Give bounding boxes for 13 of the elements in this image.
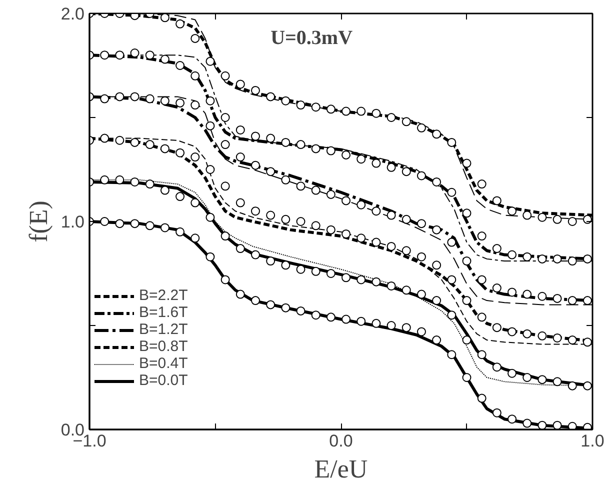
legend-label: B=0.4T [139, 355, 188, 372]
y-tick-label: 1.0 [60, 212, 85, 232]
legend-label: B=0.8T [139, 338, 188, 355]
legend-label: B=2.2T [139, 287, 188, 304]
x-axis-title: E/eU [314, 454, 368, 484]
annotation: U=0.3mV [270, 26, 354, 49]
legend-label: B=1.6T [139, 304, 188, 321]
y-axis-title: f(E) [24, 200, 53, 242]
legend-label: B=0.0T [139, 372, 188, 389]
y-tick-label: 2.0 [60, 4, 85, 24]
x-tick-label: 1.0 [580, 432, 604, 450]
x-tick-label: 0.0 [329, 432, 353, 450]
legend-label: B=1.2T [139, 321, 188, 338]
